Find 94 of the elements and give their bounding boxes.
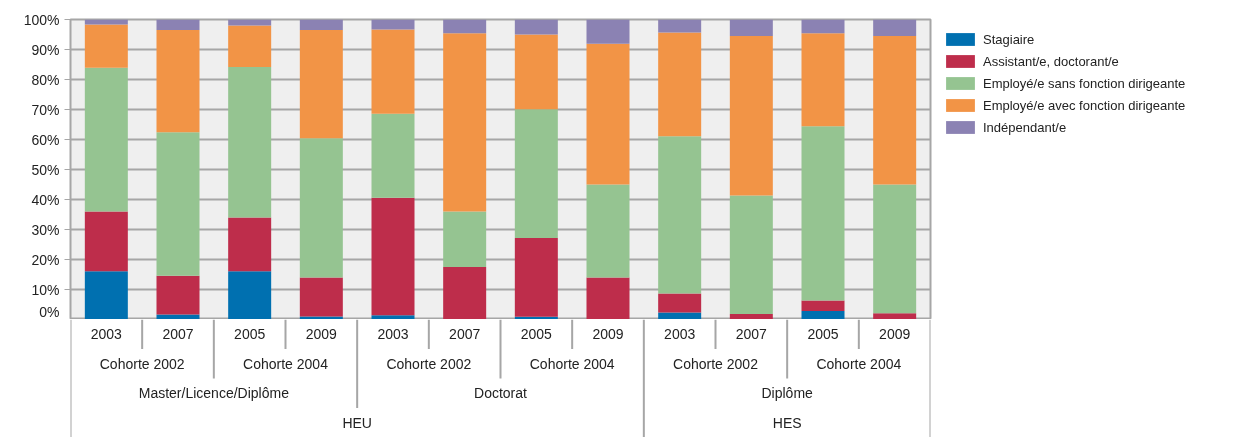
y-tick-label: 40%: [31, 191, 60, 208]
category-label: Master/Licence/Diplôme: [138, 385, 289, 402]
bar: [801, 33, 845, 127]
y-tick-label: 70%: [31, 101, 60, 118]
category-label: 2005: [807, 326, 839, 343]
bar: [729, 314, 773, 319]
bar: [84, 67, 128, 212]
bar: [371, 113, 415, 198]
bar: [658, 19, 702, 33]
y-tick-label: 100%: [23, 11, 60, 28]
y-tick-label: 0%: [39, 303, 60, 320]
category-label: Cohorte 2002: [386, 355, 472, 372]
bar: [873, 36, 917, 185]
y-tick-label: 80%: [31, 71, 60, 88]
category-label: 2007: [449, 326, 481, 343]
bar: [801, 126, 845, 301]
bar: [84, 211, 128, 272]
bar: [586, 19, 630, 44]
bar: [729, 36, 773, 196]
bar: [228, 217, 272, 272]
category-label: Cohorte 2004: [816, 355, 902, 372]
bar: [228, 19, 272, 26]
category-label: Cohorte 2004: [529, 355, 615, 372]
bar: [228, 271, 272, 319]
category-label: HEU: [342, 414, 372, 431]
bar: [156, 275, 200, 315]
bar: [586, 277, 630, 319]
legend-label: Employé/e avec fonction dirigeante: [983, 97, 1186, 113]
bar: [658, 136, 702, 294]
bar: [299, 277, 343, 317]
bar: [873, 19, 917, 36]
bar: [443, 267, 487, 319]
bar: [371, 29, 415, 114]
bar: [443, 33, 487, 212]
bar: [371, 197, 415, 316]
bar: [873, 313, 917, 319]
bar: [84, 271, 128, 319]
category-label: 2003: [90, 326, 122, 343]
category-label: 2003: [664, 326, 696, 343]
legend-label: Indépendant/e: [983, 119, 1067, 135]
bar: [586, 43, 630, 185]
legend-label: Employé/e sans fonction dirigeante: [983, 75, 1186, 91]
category-label: 2005: [234, 326, 266, 343]
y-tick-label: 60%: [31, 131, 60, 148]
bar: [801, 311, 845, 319]
bar: [228, 25, 272, 67]
category-label: 2003: [377, 326, 409, 343]
bar: [658, 32, 702, 137]
category-label: Diplôme: [761, 385, 813, 402]
category-label: 2009: [592, 326, 624, 343]
bar: [586, 184, 630, 278]
bar: [873, 184, 917, 314]
category-label: 2009: [305, 326, 337, 343]
bar: [658, 312, 702, 319]
bar: [514, 316, 558, 319]
bar: [84, 19, 128, 25]
bar: [729, 19, 773, 36]
y-tick-label: 90%: [31, 41, 60, 58]
bar: [156, 132, 200, 276]
legend-label: Stagiaire: [983, 31, 1035, 47]
y-tick-label: 10%: [31, 281, 60, 298]
bar: [443, 19, 487, 34]
bar: [443, 211, 487, 267]
bar: [299, 19, 343, 30]
bar: [514, 34, 558, 110]
bar: [514, 109, 558, 238]
bar: [156, 19, 200, 30]
bar: [156, 314, 200, 319]
legend-label: Assistant/e, doctorant/e: [983, 53, 1119, 69]
y-tick-label: 30%: [31, 221, 60, 238]
category-label: Cohorte 2004: [243, 355, 328, 372]
category-label: Cohorte 2002: [673, 355, 758, 372]
y-tick-label: 20%: [31, 251, 60, 268]
bar: [299, 138, 343, 278]
bar: [514, 237, 558, 317]
category-label: 2005: [520, 326, 552, 343]
bar: [299, 30, 343, 139]
bar: [156, 30, 200, 133]
bar: [84, 24, 128, 68]
category-label: Doctorat: [474, 385, 527, 402]
bar: [228, 66, 272, 218]
bar: [371, 19, 415, 30]
category-label: 2009: [879, 326, 911, 343]
bar: [371, 315, 415, 319]
category-label: 2007: [162, 326, 194, 343]
bar: [801, 19, 845, 34]
category-label: 2007: [735, 326, 767, 343]
bar: [801, 300, 845, 312]
category-label: Cohorte 2002: [99, 355, 185, 372]
category-label: HES: [772, 414, 802, 431]
bar: [658, 293, 702, 313]
y-tick-label: 50%: [31, 161, 60, 178]
bar: [514, 19, 558, 35]
bar: [729, 195, 773, 315]
